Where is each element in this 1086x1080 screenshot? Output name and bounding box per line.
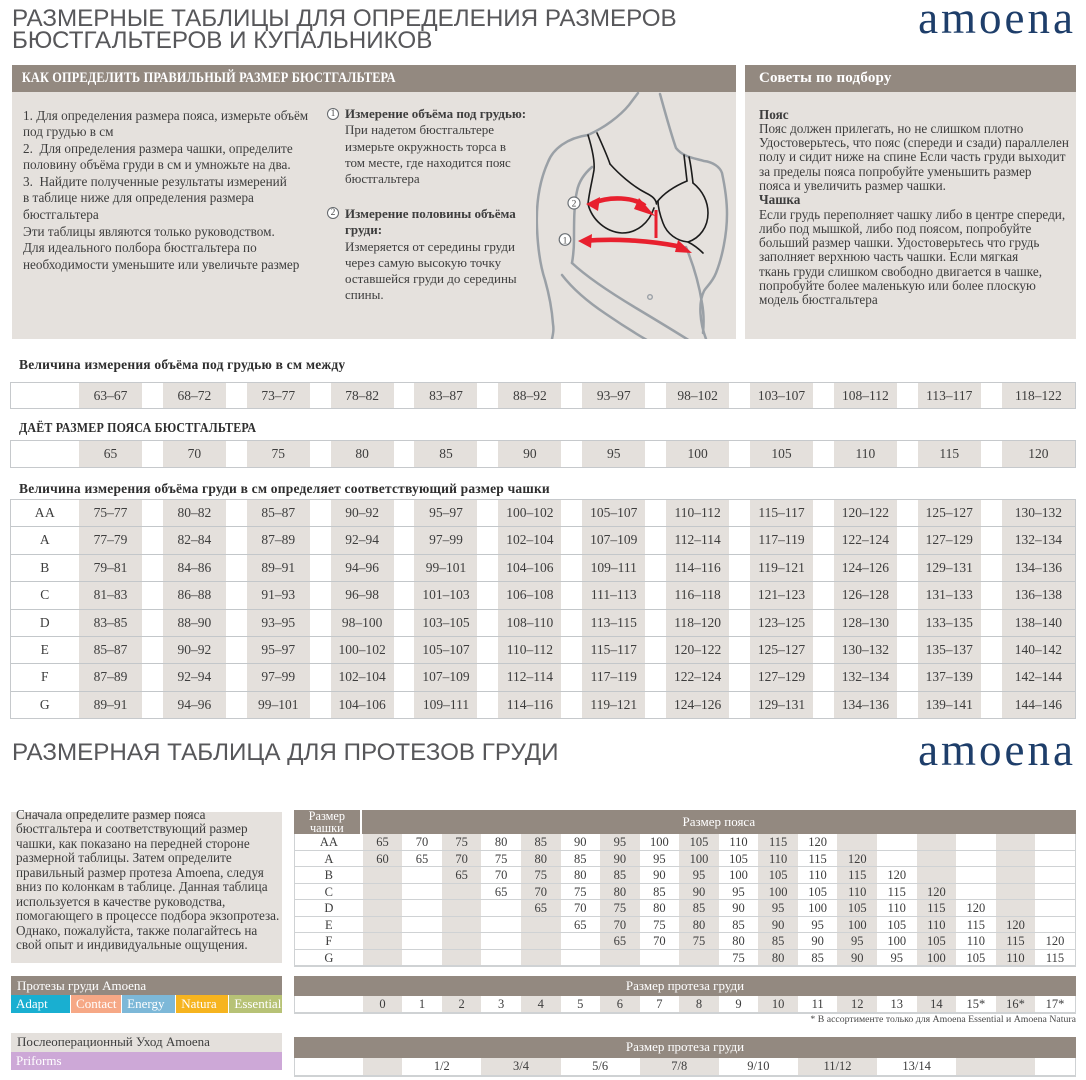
- svg-text:2: 2: [572, 200, 577, 210]
- svg-text:1: 1: [563, 237, 568, 247]
